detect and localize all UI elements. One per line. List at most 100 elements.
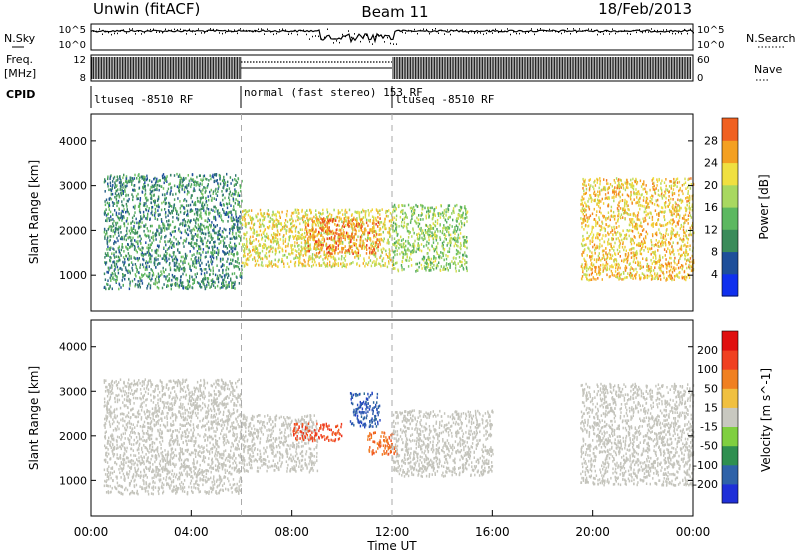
scatter-point bbox=[430, 269, 431, 272]
scatter-point bbox=[313, 216, 314, 219]
scatter-point bbox=[405, 216, 406, 219]
scatter-point bbox=[251, 209, 252, 212]
scatter-point bbox=[597, 179, 598, 182]
scatter-point bbox=[116, 251, 117, 254]
scatter-point bbox=[130, 255, 131, 258]
nsearch-point bbox=[504, 31, 505, 33]
scatter-point bbox=[440, 213, 441, 216]
scatter-point bbox=[464, 245, 465, 248]
scatter-point bbox=[312, 257, 313, 260]
scatter-point bbox=[161, 202, 162, 205]
scatter-point bbox=[322, 258, 323, 261]
scatter-point bbox=[451, 237, 452, 240]
scatter-point bbox=[173, 254, 174, 257]
scatter-point bbox=[189, 280, 190, 283]
scatter-point bbox=[172, 244, 173, 247]
scatter-point bbox=[225, 281, 226, 284]
scatter-point bbox=[215, 232, 216, 235]
scatter-point bbox=[427, 233, 428, 236]
scatter-point bbox=[154, 201, 155, 204]
scatter-point bbox=[225, 269, 226, 272]
scatter-point bbox=[408, 230, 409, 233]
scatter-point bbox=[311, 219, 312, 222]
scatter-point bbox=[137, 236, 138, 239]
scatter-point bbox=[304, 216, 305, 219]
nsearch-point bbox=[594, 30, 595, 32]
scatter-point bbox=[329, 247, 330, 250]
scatter-point bbox=[308, 245, 309, 248]
scatter-point bbox=[201, 232, 202, 235]
scatter-point bbox=[372, 245, 373, 248]
scatter-point bbox=[458, 234, 459, 237]
scatter-point bbox=[225, 229, 226, 232]
scatter-point bbox=[254, 223, 255, 226]
nsearch-point bbox=[123, 29, 124, 31]
nsearch-point bbox=[555, 31, 556, 33]
scatter-point bbox=[642, 257, 643, 260]
scatter-point bbox=[368, 209, 369, 212]
scatter-point bbox=[434, 213, 435, 216]
scatter-point bbox=[376, 241, 377, 244]
scatter-point bbox=[227, 276, 228, 279]
scatter-point bbox=[223, 239, 224, 242]
scatter-point bbox=[233, 265, 234, 268]
scatter-point bbox=[139, 235, 140, 238]
nsearch-point bbox=[522, 31, 523, 33]
scatter-point bbox=[448, 269, 449, 272]
nsearch-point bbox=[234, 29, 235, 31]
scatter-point bbox=[315, 240, 316, 243]
scatter-point bbox=[132, 237, 133, 240]
scatter-point bbox=[298, 244, 299, 247]
scatter-point bbox=[466, 216, 467, 219]
scatter-point bbox=[148, 210, 149, 213]
scatter-point bbox=[324, 227, 325, 230]
scatter-point bbox=[252, 242, 253, 245]
scatter-point bbox=[255, 252, 256, 255]
scatter-point bbox=[379, 233, 380, 236]
scatter-point bbox=[208, 195, 209, 198]
scatter-point bbox=[110, 260, 111, 263]
scatter-point bbox=[107, 237, 108, 240]
scatter-point bbox=[166, 252, 167, 255]
scatter-point bbox=[288, 243, 289, 246]
scatter-point bbox=[668, 233, 669, 236]
scatter-point bbox=[327, 265, 328, 268]
scatter-point bbox=[129, 255, 130, 258]
scatter-point bbox=[184, 225, 185, 228]
scatter-point bbox=[192, 194, 193, 197]
scatter-point bbox=[165, 256, 166, 259]
scatter-point bbox=[136, 232, 137, 235]
scatter-point bbox=[429, 269, 430, 272]
nsearch-point bbox=[372, 43, 373, 45]
nsearch-point bbox=[183, 30, 184, 32]
scatter-point bbox=[112, 213, 113, 216]
scatter-point bbox=[246, 240, 247, 243]
scatter-point bbox=[199, 209, 200, 212]
scatter-point bbox=[406, 259, 407, 262]
scatter-point bbox=[191, 229, 192, 232]
scatter-point bbox=[236, 276, 237, 279]
scatter-point bbox=[211, 279, 212, 282]
scatter-point bbox=[155, 238, 156, 241]
scatter-point bbox=[448, 216, 449, 219]
scatter-point bbox=[262, 265, 263, 268]
nsearch-point bbox=[336, 40, 337, 42]
scatter-point bbox=[433, 261, 434, 264]
nsearch-point bbox=[351, 37, 352, 39]
scatter-point bbox=[647, 247, 648, 250]
scatter-point bbox=[249, 255, 250, 258]
scatter-point bbox=[191, 258, 192, 261]
scatter-point bbox=[368, 212, 369, 215]
scatter-point bbox=[431, 258, 432, 261]
scatter-point bbox=[417, 244, 418, 247]
scatter-point bbox=[290, 223, 291, 226]
scatter-point bbox=[326, 230, 327, 233]
scatter-point bbox=[433, 268, 434, 271]
scatter-point bbox=[239, 194, 240, 197]
scatter-point bbox=[634, 258, 635, 261]
scatter-point bbox=[223, 180, 224, 183]
scatter-point bbox=[424, 256, 425, 259]
scatter-point bbox=[192, 209, 193, 212]
scatter-point bbox=[425, 262, 426, 265]
scatter-point bbox=[183, 287, 184, 290]
